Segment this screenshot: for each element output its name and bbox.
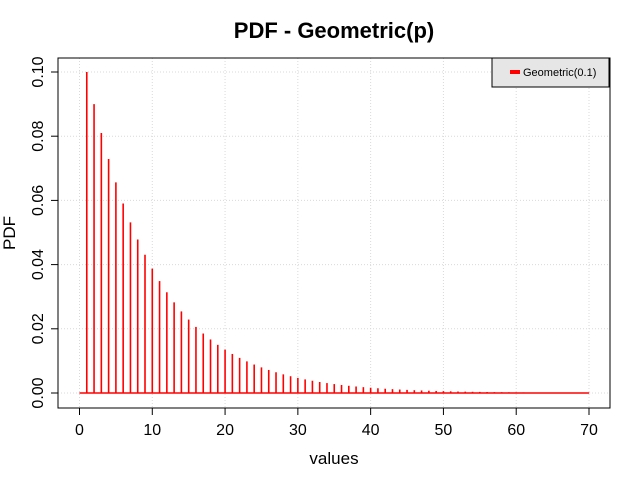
x-tick-label-6: 60 [507, 422, 525, 439]
y-tick-label-3: 0.06 [30, 185, 47, 216]
x-tick-label-7: 70 [580, 422, 598, 439]
y-tick-label-2: 0.04 [30, 249, 47, 280]
chart-title: PDF - Geometric(p) [234, 18, 434, 43]
legend: Geometric(0.1) [491, 57, 610, 88]
x-tick-label-4: 40 [362, 422, 380, 439]
y-tick-label-4: 0.08 [30, 121, 47, 152]
x-tick-label-0: 0 [75, 422, 84, 439]
x-tick-label-5: 50 [435, 422, 453, 439]
legend-entry-label: Geometric(0.1) [523, 67, 596, 79]
y-axis-label: PDF [0, 216, 19, 250]
x-tick-label-1: 10 [143, 422, 161, 439]
x-tick-label-2: 20 [216, 422, 234, 439]
x-axis-label: values [309, 449, 358, 468]
x-axis-ticks: 0 10 20 30 40 50 60 70 [75, 408, 598, 439]
plot-frame [57, 57, 611, 409]
y-tick-label-5: 0.10 [30, 56, 47, 87]
series-bars [79, 72, 590, 394]
y-axis-ticks: 0.00 0.02 0.04 0.06 0.08 0.10 [30, 56, 58, 409]
x-tick-label-3: 30 [289, 422, 307, 439]
legend-swatch [510, 70, 520, 74]
y-tick-label-1: 0.02 [30, 313, 47, 344]
y-tick-label-0: 0.00 [30, 377, 47, 408]
